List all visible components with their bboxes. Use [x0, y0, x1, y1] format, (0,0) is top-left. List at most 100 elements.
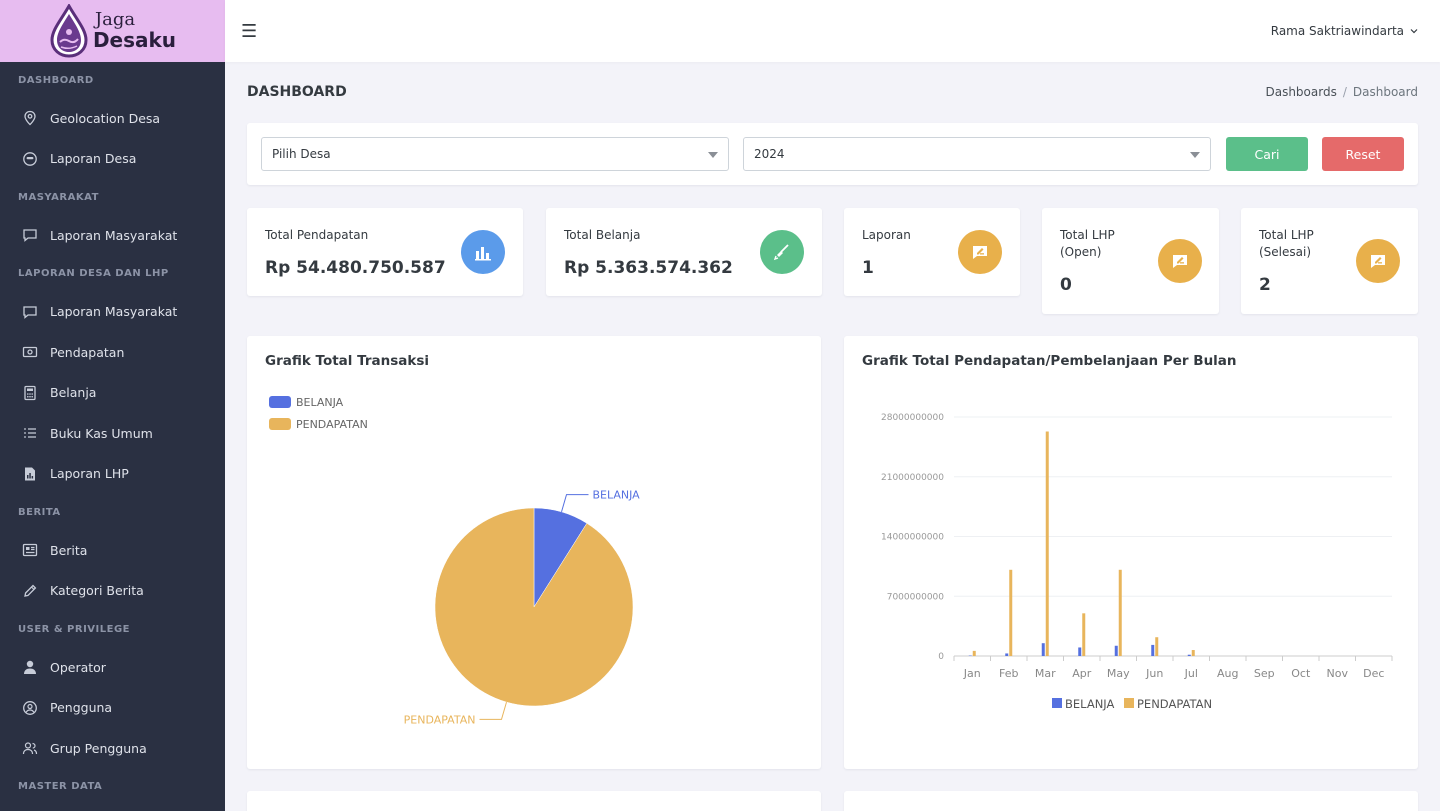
desa-select[interactable]: Pilih Desa — [261, 137, 729, 171]
water-drop-logo-icon — [50, 4, 88, 58]
stat-card-total-lhp-selesai: Total LHP (Selesai) 2 — [1241, 208, 1418, 314]
caret-down-icon — [1190, 152, 1200, 158]
location-pin-icon — [24, 111, 36, 126]
chat-icon — [23, 306, 37, 319]
news-icon — [22, 544, 38, 557]
bar-belanja-may — [1114, 645, 1118, 656]
bottom-card-left — [247, 791, 821, 811]
bar-pendapatan-jul — [1191, 650, 1195, 656]
x-tick-label: Dec — [1363, 667, 1384, 680]
filter-card: Pilih Desa 2024 Cari Reset — [247, 123, 1418, 185]
legend-swatch — [269, 418, 291, 430]
year-select-value: 2024 — [754, 147, 785, 161]
sidebar-item-laporan-masyarakat[interactable]: Laporan Masyarakat — [0, 215, 225, 256]
sidebar-item-label: Laporan LHP — [50, 466, 129, 482]
x-tick-label: Feb — [999, 667, 1018, 680]
sidebar-section-title: USER & PRIVILEGE — [18, 623, 130, 635]
sidebar-item-geolocation-desa[interactable]: Geolocation Desa — [0, 98, 225, 139]
sidebar-menu: DASHBOARD Geolocation Desa Laporan Desa MAS… — [0, 62, 225, 805]
stat-card-total-lhp-open: Total LHP (Open) 0 — [1042, 208, 1219, 314]
sidebar-item-laporan-lhp[interactable]: Laporan LHP — [0, 454, 225, 495]
pie-label-line — [561, 494, 589, 513]
sidebar-item-label: Pengguna — [50, 700, 113, 716]
y-tick-label: 7000000000 — [887, 592, 945, 602]
bar-chart-icon — [461, 230, 505, 274]
sidebar-item-pengguna[interactable]: Pengguna — [0, 688, 225, 729]
sidebar-item-label: Laporan Desa — [50, 151, 137, 167]
user-icon — [24, 661, 36, 675]
sidebar-item-label: Grup Pengguna — [50, 740, 147, 756]
chart-title: Grafik Total Transaksi — [265, 353, 430, 369]
users-icon — [22, 742, 38, 755]
stat-label: Total Pendapatan — [265, 228, 369, 242]
sidebar-section-title: BERITA — [18, 506, 61, 518]
user-menu[interactable]: Rama Saktriawindarta — [1271, 24, 1418, 38]
logo-line1: Jaga — [94, 9, 136, 31]
x-tick-label: Aug — [1217, 667, 1238, 680]
x-tick-label: Sep — [1254, 667, 1275, 680]
breadcrumb: Dashboards / Dashboard — [1265, 85, 1418, 99]
sidebar-item-label: Pendapatan — [50, 344, 125, 360]
search-button[interactable]: Cari — [1226, 137, 1308, 171]
stat-card-total-belanja: Total Belanja Rp 5.363.574.362 — [546, 208, 822, 296]
stat-value: Rp 54.480.750.587 — [265, 258, 446, 278]
sidebar-item-kategori-berita[interactable]: Kategori Berita — [0, 571, 225, 612]
legend-label: BELANJA — [1065, 697, 1114, 711]
page-title: DASHBOARD — [247, 84, 347, 100]
legend-label: PENDAPATAN — [296, 418, 368, 431]
y-tick-label: 21000000000 — [881, 473, 944, 483]
report-icon — [958, 230, 1002, 274]
legend-label: PENDAPATAN — [1137, 697, 1212, 711]
breadcrumb-current: Dashboard — [1352, 85, 1418, 99]
logo[interactable]: Jaga Desaku — [0, 0, 225, 62]
chart-title: Grafik Total Pendapatan/Pembelanjaan Per… — [862, 353, 1237, 369]
stat-label: Laporan — [862, 228, 911, 242]
hamburger-menu-icon[interactable]: ☰ — [241, 20, 258, 42]
reset-button[interactable]: Reset — [1322, 137, 1404, 171]
x-tick-label: Nov — [1327, 667, 1349, 680]
sidebar-item-buku-kas-umum[interactable]: Buku Kas Umum — [0, 413, 225, 454]
y-tick-label: 28000000000 — [881, 413, 944, 423]
bar-chart-card: Grafik Total Pendapatan/Pembelanjaan Per… — [844, 336, 1418, 769]
sidebar-item-laporan-masyarakat[interactable]: Laporan Masyarakat — [0, 292, 225, 333]
x-tick-label: Jul — [1184, 667, 1198, 680]
year-select[interactable]: 2024 — [743, 137, 1211, 171]
report-icon — [1356, 239, 1400, 283]
sidebar-item-grup-pengguna[interactable]: Grup Pengguna — [0, 728, 225, 769]
x-tick-label: Apr — [1072, 667, 1092, 680]
bottom-card-right — [844, 791, 1418, 811]
sidebar-section-title: MASTER DATA — [18, 781, 103, 792]
legend-swatch — [1124, 698, 1134, 708]
file-chart-icon — [25, 467, 35, 481]
bar-belanja-feb — [1005, 653, 1009, 656]
sidebar-item-operator[interactable]: Operator — [0, 647, 225, 688]
user-circle-icon — [23, 700, 37, 715]
sidebar-item-berita[interactable]: Berita — [0, 530, 225, 571]
sidebar-item-belanja[interactable]: Belanja — [0, 373, 225, 414]
stat-label: Total Belanja — [564, 228, 641, 242]
report-icon — [1158, 239, 1202, 283]
sidebar-item-laporan-desa[interactable]: Laporan Desa — [0, 139, 225, 180]
sidebar-item-pendapatan[interactable]: Pendapatan — [0, 332, 225, 373]
sidebar-item-label: Kategori Berita — [50, 583, 144, 599]
bar-pendapatan-may — [1118, 569, 1122, 656]
sidebar: Jaga Desaku DASHBOARD Geolocation Desa Lap… — [0, 0, 225, 811]
x-tick-label: Jun — [1145, 667, 1163, 680]
bar-pendapatan-jan — [972, 650, 976, 656]
stat-value: Rp 5.363.574.362 — [564, 258, 733, 278]
y-tick-label: 0 — [938, 652, 944, 662]
pencil-icon — [24, 584, 37, 597]
calculator-icon — [24, 385, 36, 400]
breadcrumb-separator: / — [1342, 85, 1347, 99]
bar-belanja-jun — [1151, 644, 1155, 656]
breadcrumb-dashboards[interactable]: Dashboards — [1265, 85, 1337, 99]
legend-label: BELANJA — [296, 396, 344, 409]
sidebar-item-label: Belanja — [50, 385, 97, 401]
stat-value: 0 — [1060, 275, 1072, 295]
stat-label: Total LHP (Selesai) — [1259, 228, 1314, 260]
bar-pendapatan-jun — [1155, 637, 1159, 656]
broom-icon — [760, 230, 804, 274]
legend-swatch — [1052, 698, 1062, 708]
sidebar-item-label: Laporan Masyarakat — [50, 304, 178, 320]
sidebar-item-label: Laporan Masyarakat — [50, 227, 178, 243]
